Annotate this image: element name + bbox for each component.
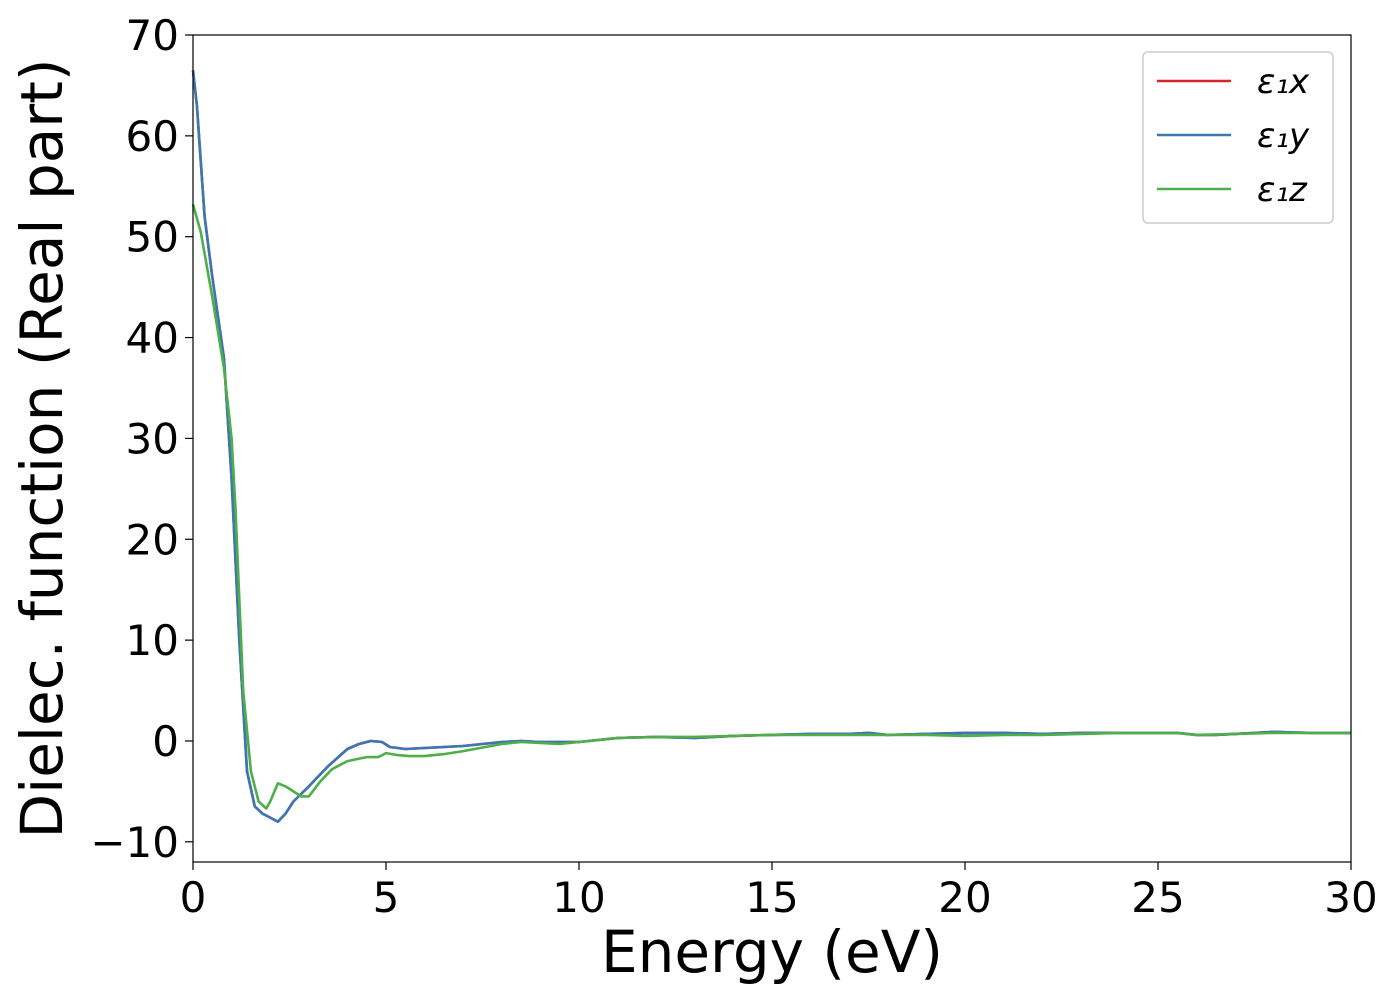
legend-label: ε₁z	[1257, 170, 1308, 210]
y-tick-label: 70	[126, 11, 179, 60]
legend-label: ε₁y	[1257, 116, 1310, 156]
x-tick-label: 20	[938, 873, 991, 922]
x-tick-label: 30	[1324, 873, 1377, 922]
x-tick-label: 10	[552, 873, 605, 922]
series-line-3	[191, 204, 1351, 810]
x-axis-ticks: 0 5 10 15 20 25 30	[180, 862, 1378, 922]
legend-box	[1142, 51, 1334, 224]
x-tick-label: 0	[180, 873, 207, 922]
y-tick-label: 40	[126, 314, 179, 363]
legend-label: ε₁x	[1257, 62, 1310, 102]
y-tick-label: 50	[126, 213, 179, 262]
x-tick-label: 25	[1131, 873, 1184, 922]
y-tick-label: 20	[126, 515, 179, 564]
y-tick-label: 60	[126, 112, 179, 161]
x-tick-label: 15	[745, 873, 798, 922]
legend: ε₁x ε₁y ε₁z	[1142, 51, 1334, 224]
y-tick-label: −10	[90, 818, 179, 867]
y-tick-label: 30	[126, 414, 179, 463]
x-axis-title: Energy (eV)	[601, 918, 943, 986]
series-layer	[191, 70, 1351, 823]
y-tick-label: 0	[152, 717, 179, 766]
y-axis-title: Dielec. function (Real part)	[8, 58, 76, 838]
y-tick-label: 10	[126, 616, 179, 665]
y-axis-ticks: −10 0 10 20 30 40 50 60 70	[90, 11, 193, 867]
x-tick-label: 5	[373, 873, 400, 922]
